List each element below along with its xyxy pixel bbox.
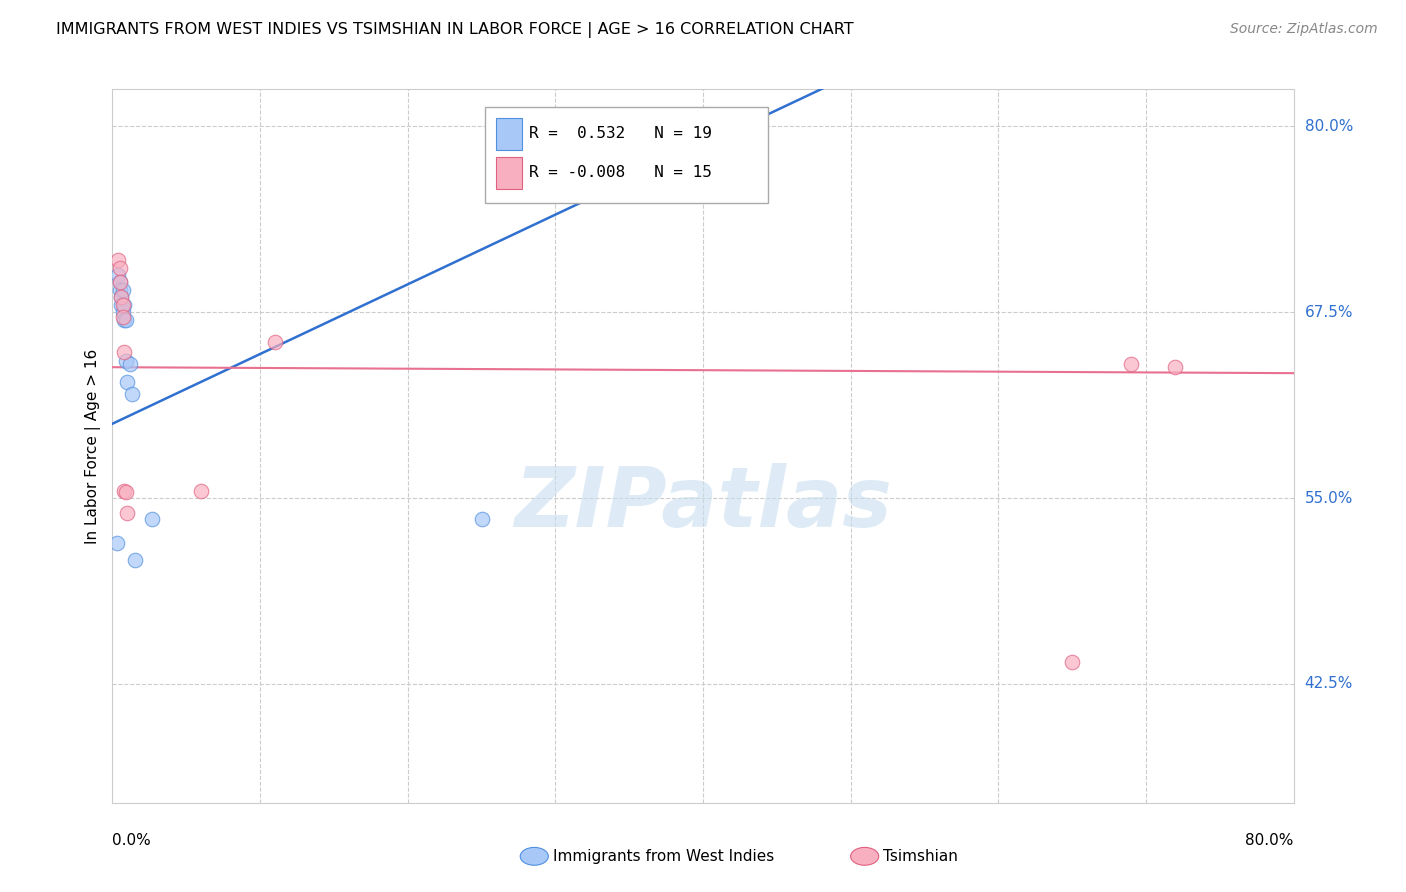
Point [105, 535, 128, 549]
Point [111, 305, 134, 319]
Text: R =  0.532   N = 19: R = 0.532 N = 19 [530, 126, 713, 141]
Text: Immigrants from West Indies: Immigrants from West Indies [553, 849, 773, 863]
Point [108, 276, 131, 290]
Text: Source: ZipAtlas.com: Source: ZipAtlas.com [1230, 22, 1378, 37]
Point [117, 375, 138, 389]
Point [117, 506, 138, 520]
Point [501, 134, 523, 148]
Point [112, 483, 135, 498]
Text: 55.0%: 55.0% [1305, 491, 1353, 506]
FancyBboxPatch shape [496, 157, 522, 189]
Text: R = -0.008   N = 15: R = -0.008 N = 15 [530, 165, 713, 180]
Point [111, 283, 134, 297]
Point [108, 283, 131, 297]
Y-axis label: In Labor Force | Age > 16: In Labor Force | Age > 16 [86, 349, 101, 543]
FancyBboxPatch shape [496, 118, 522, 150]
Text: 42.5%: 42.5% [1305, 676, 1353, 691]
Point [124, 553, 146, 567]
Point [121, 387, 143, 401]
Point [1119, 357, 1142, 371]
Point [108, 276, 131, 290]
Point [110, 290, 132, 304]
FancyBboxPatch shape [485, 107, 768, 203]
Point [1164, 360, 1187, 375]
Text: 0.0%: 0.0% [112, 833, 152, 848]
Point [114, 354, 136, 368]
Point [190, 483, 212, 498]
Text: IMMIGRANTS FROM WEST INDIES VS TSIMSHIAN IN LABOR FORCE | AGE > 16 CORRELATION C: IMMIGRANTS FROM WEST INDIES VS TSIMSHIAN… [56, 22, 853, 38]
Point [141, 512, 163, 526]
Point [112, 345, 135, 359]
Point [1062, 655, 1084, 669]
Text: Tsimshian: Tsimshian [883, 849, 957, 863]
Point [114, 485, 136, 500]
Point [107, 253, 129, 268]
Point [120, 357, 142, 371]
Point [114, 312, 136, 326]
Point [110, 290, 132, 304]
Point [112, 312, 135, 326]
Point [107, 268, 129, 282]
Point [111, 310, 134, 324]
Text: 67.5%: 67.5% [1305, 305, 1353, 319]
Text: ZIPatlas: ZIPatlas [515, 463, 891, 543]
Point [111, 298, 134, 312]
Text: 80.0%: 80.0% [1305, 119, 1353, 134]
Point [470, 512, 494, 526]
Point [264, 334, 287, 349]
Text: 80.0%: 80.0% [1246, 833, 1294, 848]
Point [110, 298, 132, 312]
Point [108, 260, 131, 275]
Point [112, 298, 135, 312]
